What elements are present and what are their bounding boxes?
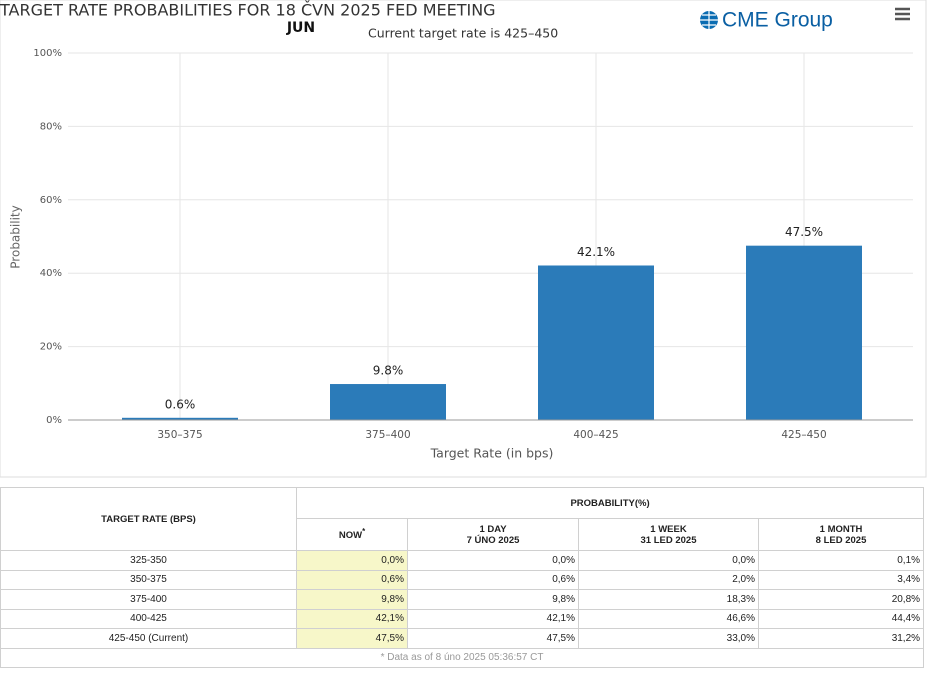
- footnote: * Data as of 8 úno 2025 05:36:57 CT: [0, 647, 925, 668]
- probability-cell: 47,5%: [407, 628, 579, 649]
- probability-cell: 9,8%: [296, 589, 408, 610]
- probability-cell: 31,2%: [757, 628, 925, 649]
- bar: [330, 384, 446, 420]
- column-header: 1 WEEK 31 LED 2025: [578, 518, 759, 551]
- rate-cell: 400-425: [0, 608, 297, 629]
- table-row: 375-400 9,8% 9,8% 18,3% 20,8%: [0, 589, 925, 610]
- rate-cell: 425-450 (Current): [0, 628, 297, 649]
- y-tick-label: 80%: [40, 121, 62, 132]
- value-label: 42.1%: [577, 245, 615, 259]
- y-tick-label: 100%: [33, 48, 62, 59]
- probability-cell: 42,1%: [296, 608, 408, 629]
- column-label: 1 DAY: [479, 523, 507, 535]
- column-header: NOW*: [296, 518, 408, 551]
- y-tick-label: 20%: [40, 342, 62, 353]
- group-header: PROBABILITY(%): [295, 487, 925, 519]
- probability-cell: 44,4%: [757, 608, 925, 629]
- y-axis-title: Probability: [9, 205, 23, 268]
- column-label: NOW: [338, 530, 363, 542]
- probability-cell: 0,0%: [578, 550, 759, 571]
- probability-cell: 42,1%: [407, 608, 579, 629]
- value-label: 9.8%: [373, 364, 404, 378]
- chart-title: TARGET RATE PROBABILITIES FOR 18 ČVN 202…: [0, 1, 496, 20]
- probability-cell: 0,6%: [407, 569, 579, 590]
- column-note: *: [362, 527, 366, 537]
- rate-cell: 325-350: [0, 550, 297, 571]
- probability-table: TARGET RATE (BPS) PROBABILITY(%) NOW* 1 D…: [0, 487, 925, 668]
- rate-cell: 375-400: [0, 589, 297, 610]
- probability-cell: 33,0%: [578, 628, 759, 649]
- y-tick-label: 0%: [46, 415, 62, 426]
- x-tick-label: 400–425: [573, 429, 618, 441]
- y-tick-label: 40%: [40, 268, 62, 279]
- row-header: TARGET RATE (BPS): [0, 487, 297, 551]
- logo: CME Group: [700, 9, 833, 32]
- bar: [746, 245, 862, 420]
- probability-cell: 18,3%: [578, 589, 759, 610]
- logo-globe-lines: [700, 11, 718, 29]
- month-label: JUN: [286, 20, 315, 36]
- probability-cell: 46,6%: [578, 608, 759, 629]
- column-label: 1 WEEK: [650, 523, 687, 535]
- value-label: 0.6%: [165, 397, 196, 411]
- chart: TARGET RATE PROBABILITIES FOR 18 ČVN 202…: [0, 0, 927, 478]
- probability-cell: 0,6%: [296, 569, 408, 590]
- rate-cell: 350-375: [0, 569, 297, 590]
- menu-icon[interactable]: [895, 7, 910, 21]
- column-date: 31 LED 2025: [640, 534, 697, 546]
- probability-cell: 20,8%: [757, 589, 925, 610]
- probability-cell: 0,0%: [296, 550, 408, 571]
- column-header: 1 MONTH 8 LED 2025: [757, 518, 925, 551]
- probability-cell: 3,4%: [757, 569, 925, 590]
- logo-text: CME Group: [722, 9, 833, 32]
- x-tick-label: 350–375: [157, 429, 202, 441]
- probability-cell: 0,0%: [407, 550, 579, 571]
- y-tick-label: 60%: [40, 195, 62, 206]
- chart-subtitle: Current target rate is 425–450: [368, 26, 558, 41]
- value-label: 47.5%: [785, 225, 823, 239]
- table-row: 325-350 0,0% 0,0% 0,0% 0,1%: [0, 550, 925, 571]
- x-tick-label: 425–450: [781, 429, 826, 441]
- footnote-row: * Data as of 8 úno 2025 05:36:57 CT: [0, 647, 925, 668]
- column-date: 8 LED 2025: [815, 534, 867, 546]
- probability-cell: 9,8%: [407, 589, 579, 610]
- probability-cell: 0,1%: [757, 550, 925, 571]
- table-row: 350-375 0,6% 0,6% 2,0% 3,4%: [0, 569, 925, 590]
- x-axis-title: Target Rate (in bps): [430, 446, 554, 461]
- x-tick-label: 375–400: [365, 429, 410, 441]
- probability-cell: 47,5%: [296, 628, 408, 649]
- probability-cell: 2,0%: [578, 569, 759, 590]
- column-header: 1 DAY 7 ÚNO 2025: [407, 518, 579, 551]
- bar: [538, 265, 654, 420]
- column-date: 7 ÚNO 2025: [466, 534, 520, 546]
- column-label: 1 MONTH: [819, 523, 863, 535]
- bar: [122, 417, 238, 420]
- table-row: 425-450 (Current) 47,5% 47,5% 33,0% 31,2%: [0, 628, 925, 649]
- table-row: 400-425 42,1% 42,1% 46,6% 44,4%: [0, 608, 925, 629]
